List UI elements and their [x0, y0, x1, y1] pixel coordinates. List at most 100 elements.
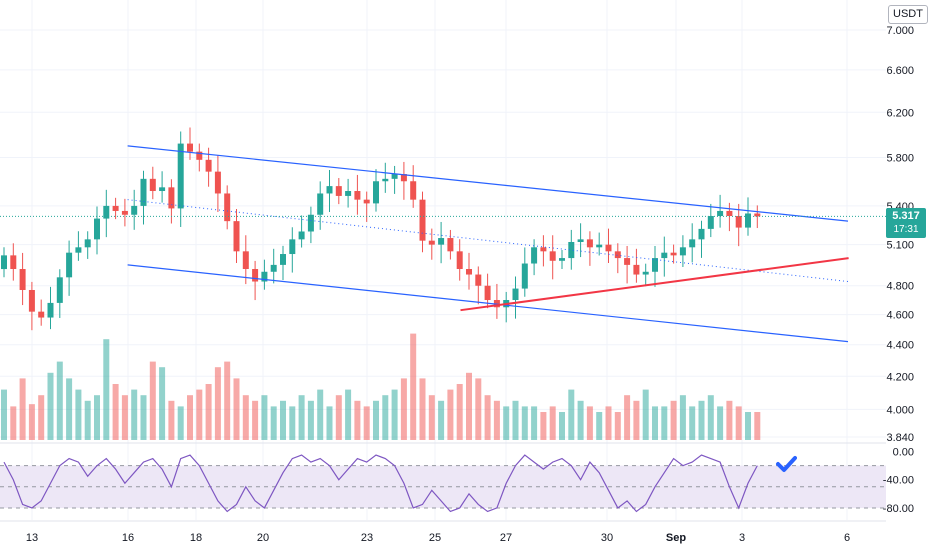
candle-body — [149, 178, 156, 192]
oscillator-tick-label: 0.00 — [893, 447, 914, 459]
volume-bar — [10, 406, 17, 440]
volume-bar — [707, 395, 714, 440]
time-tick-label: 16 — [122, 532, 134, 544]
volume-bar — [735, 406, 742, 440]
volume-bar — [577, 400, 584, 440]
candle-body — [391, 174, 398, 179]
price-tick-label: 6.600 — [886, 65, 914, 77]
candle-body — [56, 277, 63, 303]
candle-body — [428, 240, 435, 245]
volume-bar — [521, 406, 528, 440]
candle-body — [614, 251, 621, 259]
candle-body — [298, 231, 305, 240]
candle-body — [326, 186, 333, 194]
volume-bar — [605, 406, 612, 440]
volume-bar — [531, 406, 538, 440]
volume-bar — [614, 412, 621, 440]
candle-body — [224, 193, 231, 222]
time-tick-label: 23 — [361, 532, 373, 544]
volume-bar — [568, 389, 575, 440]
candle-body — [66, 252, 73, 278]
candle-body — [131, 205, 138, 215]
candle-body — [112, 205, 119, 211]
candle-body — [605, 244, 612, 252]
price-tick-label: 6.200 — [886, 107, 914, 119]
candle-body — [289, 239, 296, 255]
candle-body — [512, 288, 519, 301]
candle-body — [242, 251, 249, 270]
oscillator-tick-label: -40.00 — [883, 475, 914, 487]
volume-bar — [149, 361, 156, 440]
volume-bar — [745, 412, 751, 440]
candle-body — [521, 263, 528, 289]
volume-bar — [596, 412, 603, 440]
volume-bar — [168, 400, 175, 440]
candle-body — [354, 191, 361, 200]
trend-line-support[interactable] — [460, 257, 849, 312]
trend-line-channel-upper[interactable] — [127, 145, 849, 222]
candle-body — [28, 289, 35, 312]
oscillator-panel — [0, 442, 886, 513]
candle-body — [335, 186, 342, 196]
candle-body — [177, 143, 184, 209]
price-tick-label: 5.100 — [886, 240, 914, 252]
candle-body — [168, 187, 175, 209]
trend-line-channel-lower[interactable] — [127, 264, 849, 343]
candle-body — [19, 269, 26, 290]
candle-body — [679, 247, 686, 256]
volume-bar — [280, 400, 286, 440]
time-tick-label: 20 — [257, 532, 269, 544]
candle-body — [38, 311, 45, 318]
volume-bar — [252, 400, 259, 440]
volume-bar — [121, 395, 128, 440]
candle-body — [661, 252, 668, 259]
candle-body — [670, 252, 677, 256]
candle-body — [94, 218, 100, 240]
price-tick-label: 4.200 — [886, 371, 914, 383]
candle-body — [75, 247, 82, 253]
volume-bar — [19, 378, 26, 440]
time-axis[interactable]: 13 16 18 20 23 25 27 30 Sep 3 6 — [26, 532, 850, 544]
candle-body — [475, 274, 482, 286]
volume-bar — [112, 384, 119, 440]
volume-bar — [47, 372, 54, 440]
oscillator-line — [3, 454, 758, 513]
time-tick-label: Sep — [666, 532, 686, 544]
volume-bar — [391, 389, 398, 440]
volume-bar — [373, 400, 379, 440]
candle-body — [345, 191, 352, 196]
candle-body — [754, 213, 761, 217]
candle-body — [568, 241, 575, 259]
volume-bar — [345, 389, 352, 440]
volume-bar — [428, 395, 435, 440]
volume-bar — [438, 400, 445, 440]
price-tick-label: 4.400 — [886, 340, 914, 352]
candle-body — [540, 247, 547, 252]
volume-bar — [298, 395, 305, 440]
volume-bar — [84, 400, 91, 440]
trend-lines[interactable] — [127, 145, 849, 343]
volume-bar — [326, 406, 333, 440]
volume-bar — [261, 395, 268, 440]
candle-body — [317, 193, 324, 215]
price-axis[interactable]: 7.0006.6006.2005.8005.4005.1004.8004.600… — [883, 25, 914, 515]
volume-bar — [540, 412, 547, 440]
candle-body — [419, 199, 426, 241]
volume-bar — [177, 406, 184, 440]
time-tick-label: 18 — [190, 532, 202, 544]
volume-bar — [196, 389, 203, 440]
trend-line-channel-middle[interactable] — [127, 199, 849, 283]
volume-bar — [140, 395, 147, 440]
volume-bar — [159, 367, 166, 440]
volume-bar — [726, 400, 733, 440]
candle-body — [642, 271, 649, 275]
currency-badge[interactable]: USDT — [888, 5, 928, 24]
candle-body — [456, 251, 463, 270]
candle-body — [363, 199, 370, 204]
candle-body — [577, 239, 584, 242]
candle-body — [438, 238, 445, 245]
volume-bar — [214, 367, 221, 440]
volume-bar — [224, 361, 231, 440]
volume-bar — [670, 400, 677, 440]
